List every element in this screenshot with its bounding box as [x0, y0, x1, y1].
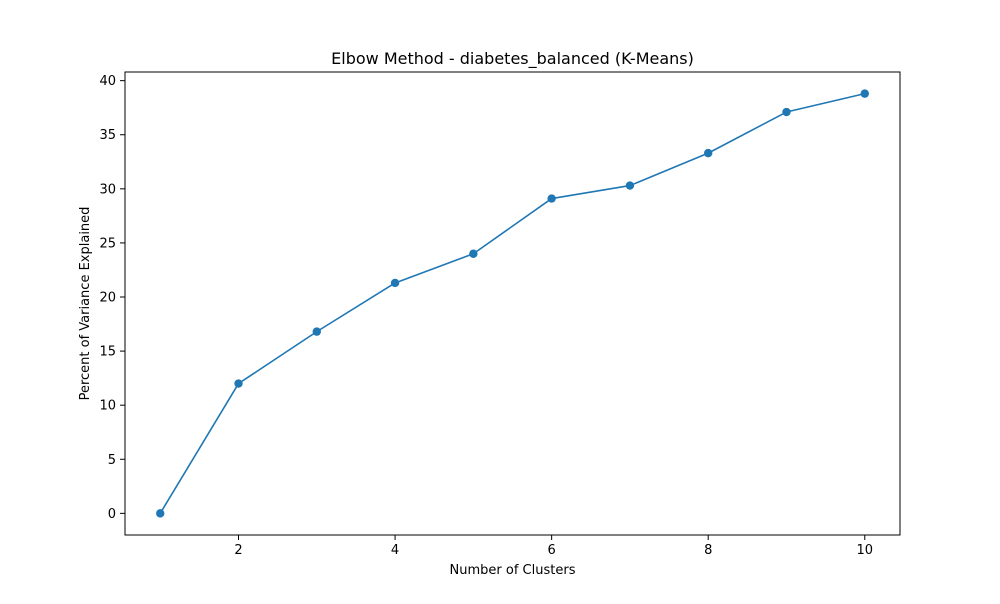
data-point: [390, 278, 400, 288]
x-tick-label: 6: [548, 543, 556, 558]
y-tick-label: 40: [99, 74, 116, 89]
data-point: [547, 194, 556, 203]
x-axis: 2 4 6 8 10: [234, 535, 873, 558]
y-tick-label: 25: [99, 236, 116, 251]
x-tick-label: 4: [391, 543, 399, 558]
plot-frame: [124, 71, 901, 536]
y-tick-label: 30: [99, 182, 116, 197]
data-point: [782, 107, 791, 117]
data-point: [156, 509, 165, 518]
x-axis-label: Number of Clusters: [450, 563, 576, 578]
data-point: [860, 89, 869, 98]
series-line: [159, 92, 865, 514]
plot-area: [156, 89, 869, 518]
y-tick-label: 35: [99, 128, 116, 143]
data-point: [704, 148, 713, 158]
chart-title: Elbow Method - diabetes_balanced (K-Mean…: [331, 49, 694, 69]
x-tick-label: 2: [234, 543, 242, 558]
y-tick-label: 15: [99, 345, 116, 360]
y-tick-label: 0: [108, 507, 116, 522]
x-tick-label: 8: [704, 543, 712, 558]
y-tick-label: 5: [108, 453, 116, 468]
y-tick-label: 20: [99, 291, 116, 306]
y-axis: 0 5 10 15 20 25 30 35 40: [99, 74, 125, 522]
data-point: [234, 379, 243, 388]
y-axis-label: Percent of Variance Explained: [78, 207, 93, 401]
data-point: [625, 181, 635, 190]
data-point: [312, 327, 321, 336]
y-tick-label: 10: [99, 399, 116, 414]
x-tick-label: 10: [856, 543, 873, 558]
data-point: [469, 249, 478, 258]
